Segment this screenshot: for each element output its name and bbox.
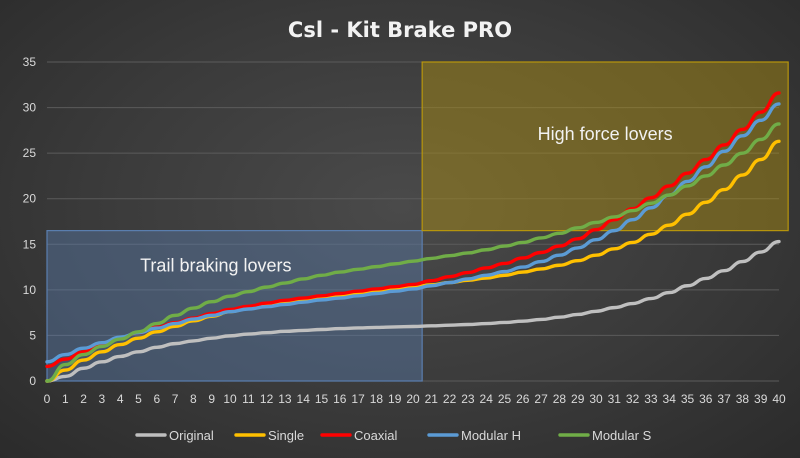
series-line-modular-s xyxy=(45,122,781,383)
x-tick-label: 36 xyxy=(699,392,713,406)
y-axis-ticks: 0 5 10 15 20 25 30 35 xyxy=(23,55,37,388)
x-tick-label: 25 xyxy=(498,392,512,406)
legend-label-3: Modular H xyxy=(461,428,521,443)
x-tick-label: 27 xyxy=(534,392,548,406)
series-line-single xyxy=(45,139,781,383)
x-tick-label: 39 xyxy=(754,392,768,406)
legend-label-1: Single xyxy=(268,428,304,443)
legend: Original Single Coaxial Modular H Modular S xyxy=(135,428,652,443)
legend-label-2: Coaxial xyxy=(354,428,397,443)
legend-label-0: Original xyxy=(169,428,214,443)
annotation-boxes xyxy=(46,61,789,382)
x-tick-label: 34 xyxy=(663,392,677,406)
y-tick-label: 20 xyxy=(23,192,37,206)
x-axis-ticks: 0 1 2 3 4 5 6 7 8 9 10 11 12 13 14 15 16 17 18 19 20 21 22 23 24… xyxy=(44,392,786,406)
x-tick-label: 11 xyxy=(242,392,255,406)
x-tick-label: 12 xyxy=(260,392,274,406)
x-tick-label: 6 xyxy=(153,392,160,406)
chart-title: Csl - Kit Brake PRO xyxy=(288,18,512,42)
annotation-labels: Trail braking lovers High force lovers xyxy=(140,124,673,276)
y-tick-label: 0 xyxy=(29,374,36,388)
y-tick-label: 25 xyxy=(23,146,37,160)
x-tick-label: 1 xyxy=(62,392,69,406)
series-lines xyxy=(45,91,781,383)
x-tick-label: 0 xyxy=(44,392,51,406)
x-tick-label: 5 xyxy=(135,392,142,406)
y-tick-label: 15 xyxy=(23,237,37,251)
x-tick-label: 24 xyxy=(480,392,494,406)
x-tick-label: 18 xyxy=(370,392,384,406)
x-tick-label: 32 xyxy=(626,392,640,406)
y-tick-label: 30 xyxy=(23,101,37,115)
x-tick-label: 20 xyxy=(406,392,420,406)
y-tick-label: 35 xyxy=(23,55,37,69)
y-tick-label: 10 xyxy=(23,283,37,297)
x-tick-label: 4 xyxy=(117,392,124,406)
annotation-label-0: Trail braking lovers xyxy=(140,256,291,276)
x-tick-label: 21 xyxy=(425,392,439,406)
x-tick-label: 29 xyxy=(571,392,585,406)
y-tick-label: 5 xyxy=(29,328,36,342)
x-tick-label: 38 xyxy=(736,392,750,406)
x-tick-label: 13 xyxy=(278,392,292,406)
x-tick-label: 16 xyxy=(333,392,347,406)
x-tick-label: 2 xyxy=(80,392,87,406)
annotation-box-1 xyxy=(421,61,789,232)
x-tick-label: 35 xyxy=(681,392,695,406)
series-line-modular-h xyxy=(45,102,781,364)
x-tick-label: 15 xyxy=(315,392,329,406)
x-tick-label: 37 xyxy=(717,392,731,406)
x-tick-label: 3 xyxy=(99,392,106,406)
x-tick-label: 9 xyxy=(208,392,215,406)
x-tick-label: 17 xyxy=(351,392,365,406)
x-tick-label: 23 xyxy=(461,392,475,406)
annotation-box-0 xyxy=(46,230,423,382)
annotation-label-1: High force lovers xyxy=(538,124,673,144)
legend-label-4: Modular S xyxy=(592,428,652,443)
x-tick-label: 26 xyxy=(516,392,530,406)
x-tick-label: 8 xyxy=(190,392,197,406)
x-tick-label: 33 xyxy=(644,392,658,406)
x-tick-label: 28 xyxy=(553,392,567,406)
x-tick-label: 40 xyxy=(772,392,786,406)
x-tick-label: 19 xyxy=(388,392,402,406)
x-tick-label: 14 xyxy=(297,392,311,406)
x-tick-label: 7 xyxy=(172,392,179,406)
x-tick-label: 22 xyxy=(443,392,457,406)
x-tick-label: 31 xyxy=(608,392,622,406)
series-line-original xyxy=(45,239,781,383)
x-tick-label: 10 xyxy=(223,392,237,406)
x-tick-label: 30 xyxy=(589,392,603,406)
